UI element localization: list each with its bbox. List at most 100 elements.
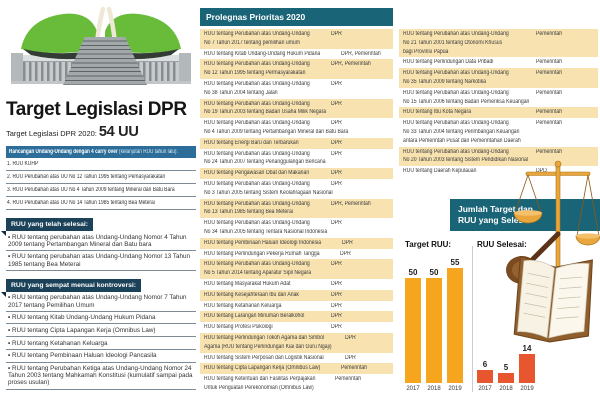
sponsor-tag: DPR (331, 291, 342, 298)
controversy-item: RUU tentang Cipta Lapangan Kerja (Omnibu… (6, 324, 196, 338)
ruu-item: RUU tentang Perubahan atas Undang-Undang… (200, 79, 393, 99)
completed-item: RUU tentang perubahan atas Undang-Undang… (6, 231, 196, 251)
sponsor-tag: DPR (331, 180, 342, 187)
ruu-item: RUU tentang Perlindungan Tokoh Agama dan… (200, 332, 393, 353)
year-label: 2017 (478, 386, 492, 392)
prolegnas-header: Prolegnas Prioritas 2020 (200, 8, 393, 26)
chart-years: 2017 2018 2019 (405, 386, 463, 392)
ruu-item: RUU tentang Perlindungan Data Pribadi Pem… (399, 57, 598, 68)
sponsor-tag: DPR, Pemerintah (331, 61, 371, 68)
controversy-item: RUU tentang Kitab Undang-Undang Hukum Pi… (6, 312, 196, 325)
year-label: 2018 (427, 386, 441, 392)
ruu-item: RUU tentang Perubahan atas Undang-Undang… (200, 198, 393, 219)
ruu-item: RUU tentang Perubahan atas Undang-Undang… (200, 29, 393, 49)
sponsor-tag: DPR (344, 354, 356, 361)
ruu-item: RUU tentang Pembinaan Haluan Ideologi In… (200, 237, 393, 249)
ruu-item: RUU tentang Larangan Minuman Beralkohol D… (200, 311, 393, 323)
carryover-item: 3. RUU Perubahan atas UU No 4 Tahun 2009… (6, 184, 196, 197)
ruu-item: RUU tentang Perubahan atas Undang-Undang… (399, 68, 598, 88)
ruu-selesai-chart: RUU Selesai: 6 5 14 2017 2018 2019 (477, 240, 535, 392)
ruu-item: RUU tentang Sistem Perposan dan Logistik… (200, 353, 393, 364)
sponsor-tag: DPR (341, 239, 353, 246)
ruu-item: RUU tentang Kitab Undang-Undang Hukum Pi… (200, 49, 393, 60)
controversy-item: RUU tentang perubahan atas Undang-Undang… (6, 292, 196, 312)
subtitle-value: 54 UU (98, 124, 139, 140)
carryover-header-bold: Rancangan Undang-Undang dengan 4 carry o… (9, 149, 118, 155)
sponsor-tag: DPR (331, 150, 342, 157)
chart-title: RUU Selesai: (477, 240, 527, 249)
ruu-item: RUU tentang Perubahan atas Undang-Undang… (399, 88, 598, 108)
chart-title: Target RUU: (405, 240, 452, 249)
sponsor-tag: Pemerintah (335, 376, 362, 383)
sponsor-tag: Pemerintah (536, 109, 563, 116)
ruu-item: RUU tentang Perubahan atas Undang-Undang… (399, 29, 598, 58)
ruu-item: RUU tentang Profesi Psikologi DPR (200, 322, 393, 333)
year-label: 2017 (406, 386, 420, 392)
bar: 14 (519, 344, 535, 383)
ruu-item: RUU tentang Perubahan atas Undang-Undang… (200, 118, 393, 138)
bar-value-label: 6 (482, 360, 488, 370)
chart-bars: 50 50 55 (405, 253, 463, 383)
bar: 6 (477, 360, 493, 383)
sponsor-tag: DPR (331, 302, 342, 309)
sponsor-tag: DPR (331, 324, 342, 331)
ruu-item: RUU tentang Perubahan atas Undang-Undang… (200, 179, 393, 199)
sponsor-tag: Pemerintah (536, 89, 563, 96)
ruu-item: RUU tentang Perubahan atas Undang-Undang… (200, 218, 393, 238)
left-column: Target Legislasi DPR Target Legislasi DP… (0, 0, 196, 390)
carryover-section-header: Rancangan Undang-Undang dengan 4 carry o… (6, 146, 196, 158)
controversy-section-header: RUU yang sempat menuai kontroversi: (0, 278, 142, 297)
building-end-block (11, 53, 23, 81)
subtitle-label: Target Legislasi DPR 2020: (6, 129, 97, 138)
bar: 5 (498, 363, 514, 383)
sponsor-tag: DPR (331, 261, 342, 268)
sponsor-tag: DPR (339, 250, 351, 257)
summary-header: Jumlah Target dan RUU yang Selesai (450, 199, 600, 231)
bar-value-label: 14 (522, 343, 532, 353)
controversy-list: RUU tentang perubahan atas Undang-Undang… (6, 292, 196, 390)
summary-header-line1: Jumlah Target dan (458, 204, 533, 214)
ruu-item: RUU tentang Perubahan atas Undang-Undang… (200, 59, 393, 79)
carryover-item: 2. RUU Perubahan atas UU No 12 Tahun 199… (6, 171, 196, 184)
sponsor-tag: DPR, Pemerintah (340, 50, 381, 57)
sponsor-tag: DPR (331, 313, 342, 320)
prolegnas-column-2: RUU tentang Perubahan atas Undang-Undang… (399, 29, 598, 177)
bar-value-label: 50 (429, 268, 439, 277)
completed-section-header: RUU yang telah selesai: (0, 218, 94, 236)
year-label: 2018 (499, 386, 513, 392)
sponsor-tag: DPR (331, 139, 342, 146)
ruu-item: RUU tentang Ketahanan Keluarga DPR (200, 301, 393, 312)
completed-list: RUU tentang perubahan atas Undang-Undang… (6, 231, 196, 271)
sponsor-tag: DPR (331, 120, 342, 127)
year-label: 2019 (520, 386, 534, 392)
sponsor-tag: Pemerintah (536, 70, 563, 77)
carryover-list: 1. RUU KUHP 2. RUU Perubahan atas UU No 1… (6, 158, 196, 210)
ruu-item: RUU tentang Perubahan atas Undang-Undang… (200, 98, 393, 119)
sponsor-tag: DPD (536, 168, 547, 175)
ruu-item: RUU tentang Masyarakat Hukum Adat DPR (200, 279, 393, 290)
ruu-item: RUU tentang Energi Baru dan Terbarukan DP… (200, 137, 393, 149)
carryover-item: 4. RUU Perubahan atas UU No 14 Tahun 198… (6, 197, 196, 210)
chart-years: 2017 2018 2019 (477, 386, 535, 392)
parliament-building-illustration (11, 5, 191, 91)
ruu-item: RUU tentang Perubahan atas Undang-Undang… (399, 146, 598, 167)
bar: 55 (447, 258, 463, 383)
sponsor-tag: DPR (331, 170, 342, 177)
chart-bars: 6 5 14 (477, 253, 535, 383)
page-title: Target Legislasi DPR (6, 99, 187, 120)
target-ruu-chart: Target RUU: 50 50 55 2017 2018 2019 (405, 240, 463, 392)
year-label: 2019 (448, 386, 462, 392)
ruu-item: RUU tentang Pengawasan Obat dan Makanan D… (200, 168, 393, 179)
chart-divider (472, 246, 473, 392)
sponsor-tag: DPR (331, 80, 342, 87)
controversy-item: RUU tentang Pembinaan Haluan Ideologi Pa… (6, 350, 196, 363)
sponsor-tag: DPR (331, 100, 342, 107)
page-subtitle: Target Legislasi DPR 2020: 54 UU (6, 124, 196, 140)
ruu-item: RUU tentang Kesejahteraan Ibu dan Anak DP… (200, 289, 393, 301)
ruu-item: RUU tentang Perubahan atas Undang-Undang… (200, 259, 393, 279)
sponsor-tag: Pemerintah (340, 365, 367, 372)
sponsor-tag: Pemerintah (536, 120, 563, 127)
ruu-item: RUU tentang Perubahan atas Undang-Undang… (200, 149, 393, 169)
sponsor-tag: DPR (331, 31, 342, 37)
ruu-item: RUU tentang Perubahan atas Undang-Undang… (399, 118, 598, 146)
